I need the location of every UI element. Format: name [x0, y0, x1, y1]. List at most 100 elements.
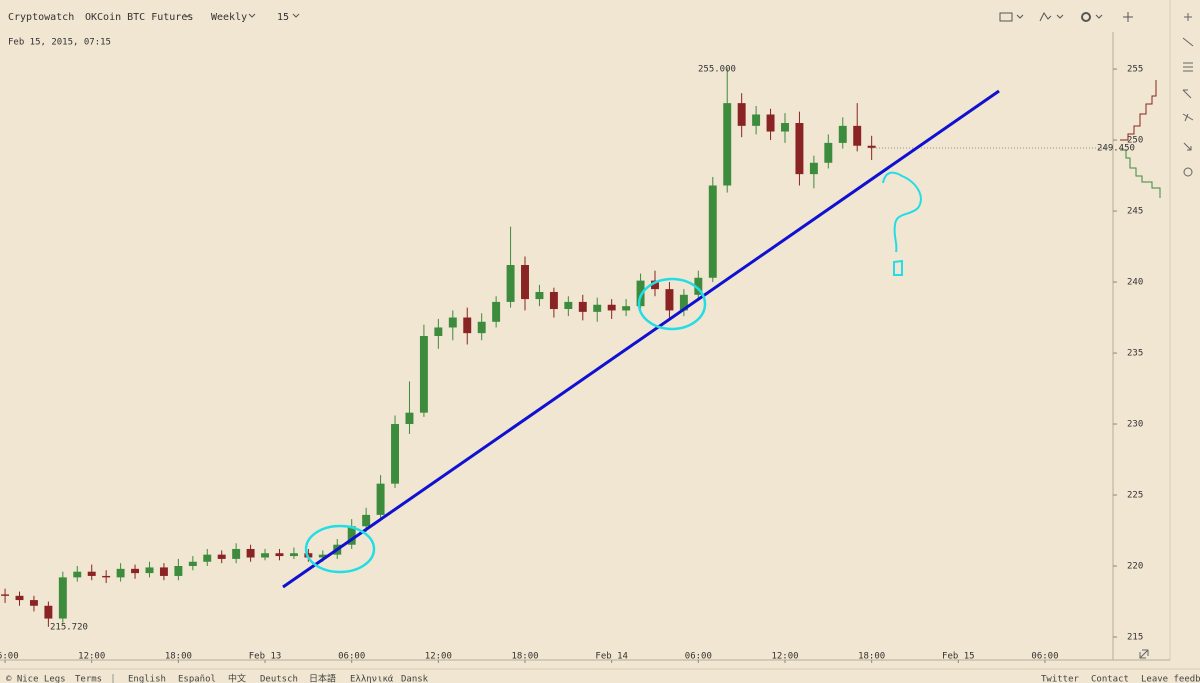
- low-label: 215.720: [50, 623, 88, 633]
- candle-body: [246, 548, 255, 558]
- last-price-label: 249.450: [1097, 144, 1135, 154]
- candle-body: [159, 567, 168, 576]
- y-tick-label: 245: [1127, 207, 1143, 217]
- candle-body: [766, 114, 775, 132]
- x-tick-label: Feb 15: [942, 652, 975, 662]
- candle-body: [116, 568, 125, 578]
- chevron: [183, 13, 191, 18]
- trend-line[interactable]: [282, 89, 1000, 589]
- candle-body: [145, 567, 154, 574]
- candle-body: [708, 185, 717, 278]
- period-select[interactable]: Weekly: [211, 12, 247, 23]
- x-tick-label: 06:00: [338, 652, 365, 662]
- toolbar[interactable]: [999, 12, 1133, 22]
- brand[interactable]: Cryptowatch: [8, 12, 74, 23]
- candle-body: [73, 571, 82, 578]
- candle-body: [694, 277, 703, 295]
- candle-body: [448, 317, 457, 328]
- x-tick-label: 18:00: [858, 652, 885, 662]
- candle-body: [87, 571, 96, 576]
- candle-body: [809, 162, 818, 175]
- footer-link[interactable]: Leave feedback: [1141, 675, 1200, 683]
- candle-body: [781, 123, 789, 132]
- interval-select[interactable]: 15: [277, 12, 289, 23]
- x-tick-label: 06:00: [1031, 652, 1058, 662]
- y-tick-label: 225: [1127, 491, 1143, 501]
- candle-body: [564, 301, 573, 310]
- candle-body: [232, 548, 241, 559]
- candle-body: [723, 103, 732, 186]
- footer-link[interactable]: 中文: [228, 673, 246, 683]
- candle-body: [318, 554, 327, 558]
- candle-body: [535, 291, 544, 300]
- y-tick-label: 230: [1127, 420, 1143, 430]
- candle-body: [737, 103, 746, 126]
- candle-body: [405, 412, 414, 425]
- candle-body: [463, 317, 472, 334]
- footer-link[interactable]: 日本語: [309, 673, 336, 683]
- footer-link[interactable]: Contact: [1091, 675, 1129, 683]
- candle-body: [29, 600, 38, 606]
- candle-body: [679, 294, 688, 311]
- candle-body: [434, 327, 443, 336]
- candle-body: [521, 264, 529, 300]
- high-label: 255.000: [698, 65, 736, 75]
- candle-body: [217, 554, 226, 559]
- drawing-tools[interactable]: [1182, 13, 1194, 177]
- candle-body: [477, 321, 486, 334]
- candle-body: [391, 424, 399, 484]
- candle-body: [622, 306, 631, 311]
- candle-body: [275, 553, 284, 557]
- candle-body: [665, 289, 674, 311]
- footer-link[interactable]: © Nice Legs: [6, 675, 66, 683]
- candle-body: [174, 566, 183, 576]
- candle-body: [347, 526, 356, 545]
- candle-body: [593, 304, 602, 312]
- candle-body: [1, 594, 10, 596]
- footer-link[interactable]: English: [128, 675, 166, 683]
- candle-body: [376, 483, 385, 515]
- footer-link[interactable]: Twitter: [1041, 675, 1080, 683]
- y-tick-label: 250: [1127, 136, 1143, 146]
- timestamp: Feb 15, 2015, 07:15: [8, 38, 111, 48]
- candle-body: [578, 301, 587, 312]
- x-tick-label: 06:00: [0, 652, 19, 662]
- candle-body: [492, 301, 501, 322]
- candle-body: [188, 561, 197, 567]
- candle-body: [261, 553, 270, 558]
- candle-body: [44, 605, 53, 619]
- candle-body: [607, 304, 616, 311]
- candle-body: [203, 554, 212, 562]
- y-tick-label: 240: [1127, 278, 1143, 288]
- footer-link[interactable]: Terms: [75, 675, 102, 683]
- chevron: [292, 13, 300, 18]
- candle-body: [289, 553, 298, 557]
- x-tick-label: 18:00: [165, 652, 192, 662]
- candle-body: [853, 125, 862, 146]
- highlight-circle[interactable]: [637, 277, 707, 331]
- market-select[interactable]: OKCoin BTC Futures: [85, 12, 193, 23]
- candle-body: [58, 577, 67, 619]
- candle-body: [867, 145, 876, 148]
- candle-body: [795, 123, 804, 175]
- footer-link[interactable]: Ελληνικά: [350, 675, 394, 683]
- candle-body: [824, 142, 833, 163]
- footer-link[interactable]: Deutsch: [260, 675, 298, 683]
- x-tick-label: 12:00: [771, 652, 798, 662]
- candle-body: [506, 264, 515, 302]
- x-tick-label: 06:00: [685, 652, 712, 662]
- scribble[interactable]: [882, 171, 922, 276]
- footer-link[interactable]: Español: [178, 675, 216, 683]
- x-tick-label: Feb 13: [249, 652, 282, 662]
- footer-link[interactable]: Dansk: [401, 675, 429, 683]
- candle-body: [15, 595, 24, 601]
- depth-asks: [1120, 80, 1157, 141]
- y-tick-label: 220: [1127, 562, 1143, 572]
- candle-body: [419, 335, 428, 413]
- y-tick-label: 215: [1127, 632, 1143, 642]
- highlight-circle[interactable]: [304, 524, 376, 574]
- fullscreen-icon[interactable]: [1139, 649, 1149, 659]
- chevron: [248, 13, 256, 18]
